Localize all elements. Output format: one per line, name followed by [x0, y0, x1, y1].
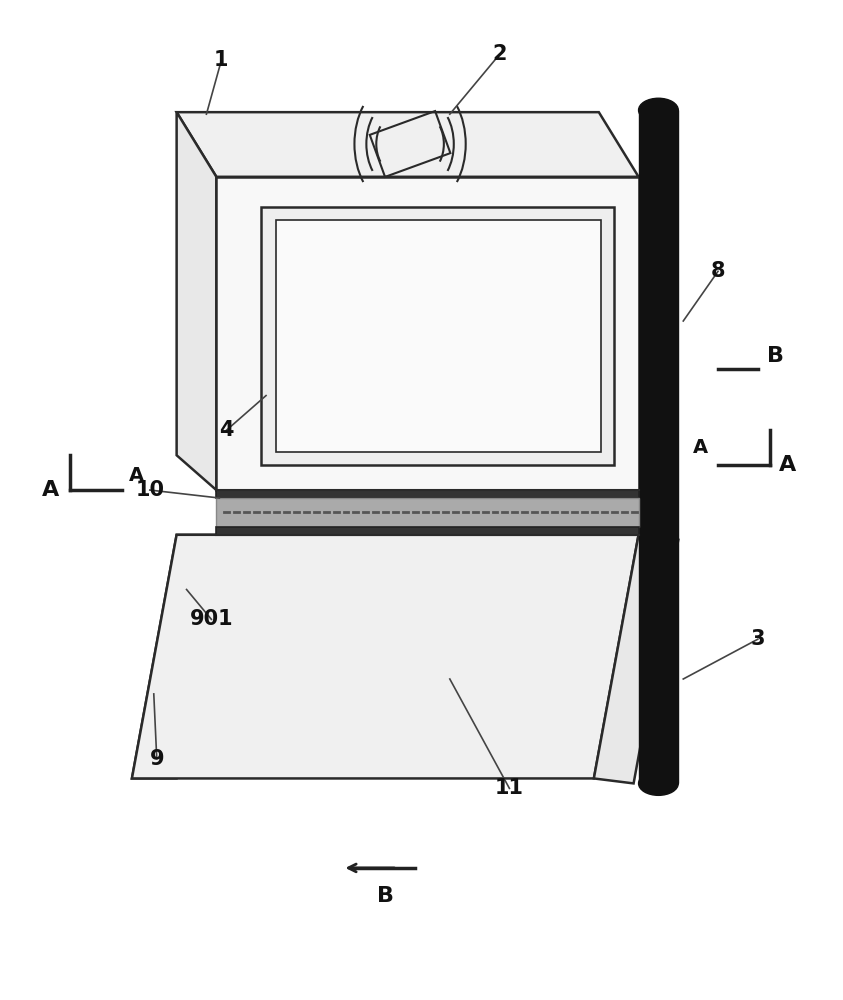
Text: 11: 11 — [495, 778, 524, 798]
Ellipse shape — [638, 771, 679, 795]
Text: 3: 3 — [750, 629, 765, 649]
Polygon shape — [132, 535, 217, 778]
Text: 4: 4 — [219, 420, 234, 440]
Polygon shape — [593, 535, 679, 783]
Text: A: A — [42, 480, 59, 500]
Text: 8: 8 — [711, 261, 725, 281]
Polygon shape — [261, 207, 614, 465]
Ellipse shape — [638, 98, 679, 122]
Polygon shape — [132, 535, 638, 778]
Text: B: B — [767, 346, 784, 366]
Polygon shape — [638, 110, 679, 783]
Text: 2: 2 — [492, 44, 507, 64]
Text: 901: 901 — [190, 609, 234, 629]
Polygon shape — [177, 112, 638, 177]
Polygon shape — [217, 490, 638, 498]
Polygon shape — [217, 527, 638, 535]
Text: 1: 1 — [214, 50, 228, 70]
Text: 9: 9 — [149, 749, 164, 769]
Text: A: A — [129, 466, 144, 485]
Polygon shape — [276, 220, 601, 452]
Polygon shape — [217, 498, 638, 527]
Text: A: A — [693, 438, 708, 457]
Text: B: B — [377, 886, 394, 906]
Text: 10: 10 — [136, 480, 164, 500]
Polygon shape — [217, 177, 638, 490]
Polygon shape — [177, 112, 217, 490]
Text: A: A — [779, 455, 796, 475]
